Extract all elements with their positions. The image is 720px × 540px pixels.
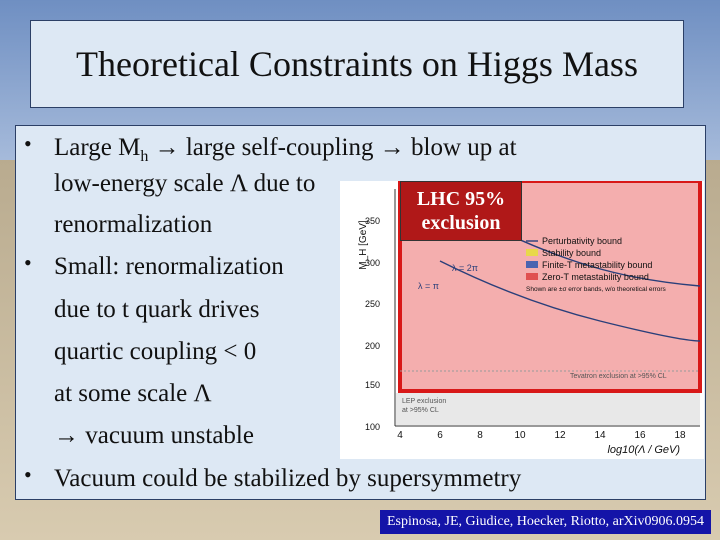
lhc-label-line-2: exclusion [421, 212, 501, 234]
lep-exclusion-band [396, 393, 700, 425]
subscript-h: h [140, 148, 149, 165]
bullet-2-line-2: due to t quark drives [54, 296, 260, 323]
x-tick-label: 10 [514, 430, 526, 441]
tevatron-label: Tevatron exclusion at >95% CL [570, 373, 667, 380]
curve-label-2pi: λ = 2π [452, 263, 478, 273]
legend-swatch-stability [526, 249, 538, 256]
legend-swatch-finite-t [526, 261, 538, 268]
legend-note: Shown are ±σ error bands, w/o theoretica… [526, 286, 667, 293]
lhc-exclusion-label: LHC 95% exclusion [400, 181, 522, 241]
x-tick-label: 8 [477, 430, 483, 441]
bullet-marker: • [24, 462, 32, 487]
legend-perturbativity: Perturbativity bound [542, 236, 622, 246]
bullet-2-line-4: at some scale Λ [54, 380, 212, 407]
bullet-1-line-3: renormalization [54, 211, 213, 238]
legend-zero-t: Zero-T metastability bound [542, 272, 649, 282]
y-tick-label: 350 [365, 216, 380, 226]
bullet-marker: • [24, 250, 32, 275]
lep-label-1: LEP exclusion [402, 398, 446, 405]
bullet-2-line-3: quartic coupling < 0 [54, 338, 257, 365]
x-tick-label: 18 [674, 430, 686, 441]
bullet-1-line-2: low-energy scale Λ due to [54, 170, 316, 197]
bullet-1-text: Large M [54, 134, 141, 161]
x-tick-label: 16 [634, 430, 646, 441]
page-title: Theoretical Constraints on Higgs Mass [76, 44, 638, 84]
title-box: Theoretical Constraints on Higgs Mass [30, 20, 684, 108]
bullet-3-line-1: Vacuum could be stabilized by supersymme… [54, 465, 522, 492]
y-tick-label: 300 [365, 258, 380, 268]
bullet-2-line-1: Small: renormalization [54, 253, 284, 280]
curve-label-pi: λ = π [418, 281, 439, 291]
higgs-mass-plot: M_H [GeV] 350 300 250 200 150 100 4 6 8 … [340, 181, 704, 459]
x-tick-label: 14 [594, 430, 606, 441]
bullet-1-line-1: Large Mh → large self-coupling → blow up… [54, 133, 517, 172]
x-tick-label: 12 [554, 430, 566, 441]
bullet-1-text-cont: → large self-coupling → blow up at [148, 134, 517, 161]
lhc-label-line-1: LHC 95% [416, 188, 506, 210]
legend-finite-t: Finite-T metastability bound [542, 260, 652, 270]
y-axis-label: M_H [GeV] [358, 220, 369, 270]
x-tick-label: 4 [397, 430, 403, 441]
legend-stability: Stability bound [542, 248, 601, 258]
x-tick-label: 6 [437, 430, 443, 441]
y-tick-label: 100 [365, 422, 380, 432]
x-axis-label: log10(Λ / GeV) [607, 444, 680, 456]
bullet-marker: • [24, 131, 32, 156]
lep-label-2: at >95% CL [402, 407, 439, 414]
citation: Espinosa, JE, Giudice, Hoecker, Riotto, … [380, 510, 711, 534]
y-tick-label: 200 [365, 341, 380, 351]
legend-swatch-zero-t [526, 273, 538, 280]
bullet-2-line-5: → vacuum unstable [54, 422, 254, 449]
y-tick-label: 150 [365, 380, 380, 390]
perturbativity-curve-lower [439, 260, 701, 342]
y-tick-label: 250 [365, 299, 380, 309]
